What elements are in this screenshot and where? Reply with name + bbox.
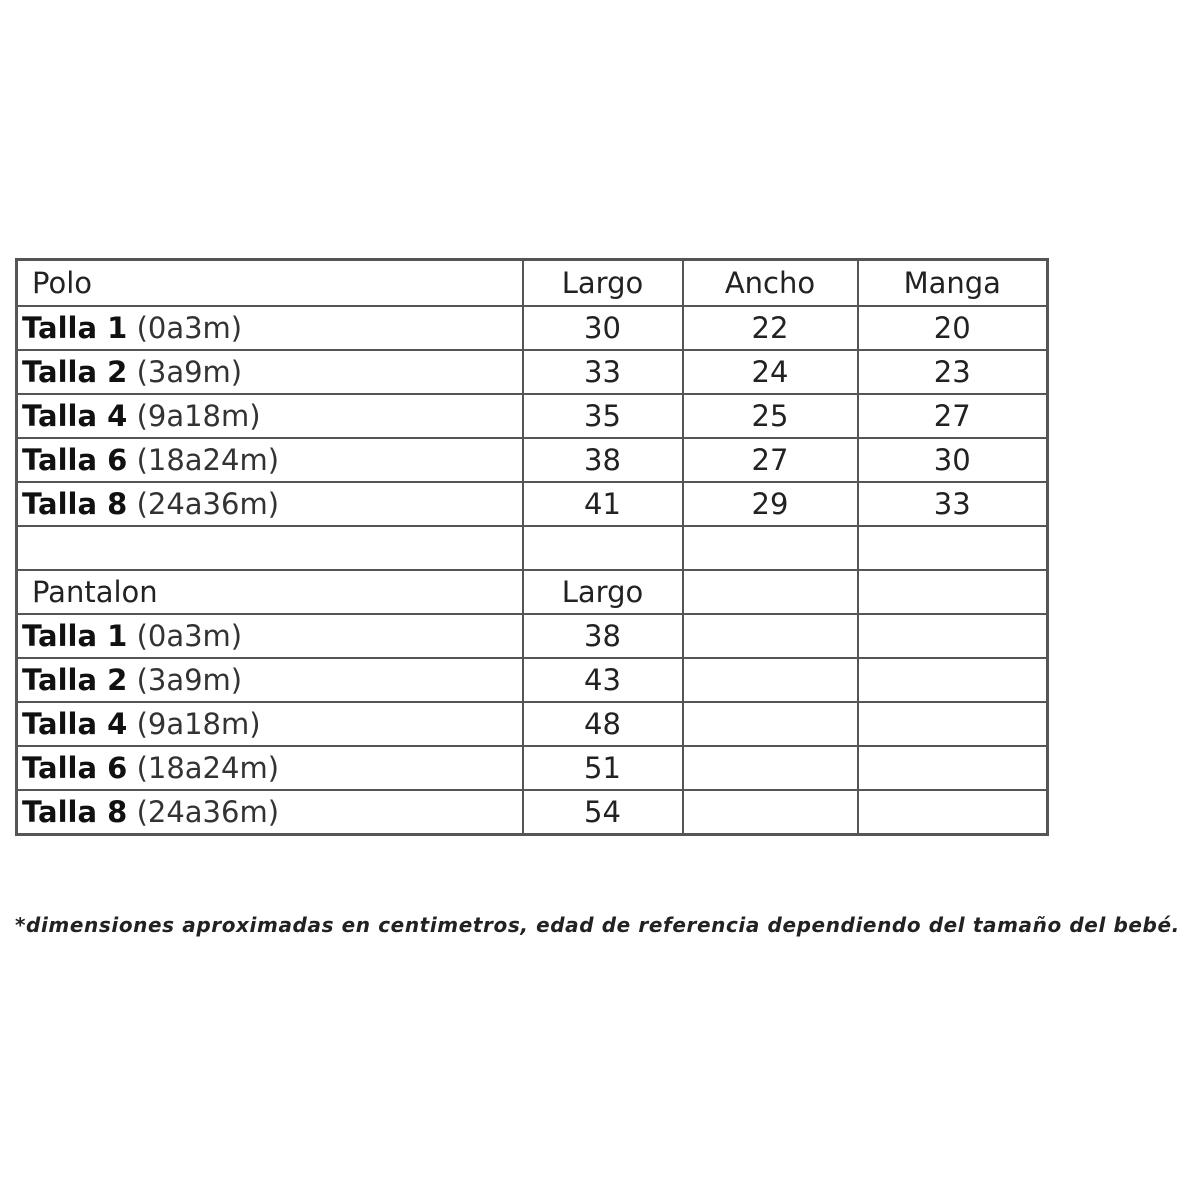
value-cell xyxy=(856,657,1049,703)
column-header: Manga xyxy=(856,258,1049,307)
value-cell xyxy=(856,789,1049,836)
size-name: Talla 2 xyxy=(22,663,128,697)
value-cell: 33 xyxy=(856,481,1049,527)
size-label: Talla 1 (0a3m) xyxy=(15,613,524,659)
table-row: Talla 6 (18a24m) 51 xyxy=(15,745,1049,791)
age-range: (3a9m) xyxy=(136,663,243,697)
polo-title: Polo xyxy=(15,258,524,307)
table-row: Talla 8 (24a36m) 41 29 33 xyxy=(15,481,1049,527)
age-range: (9a18m) xyxy=(136,707,261,741)
age-range: (24a36m) xyxy=(136,795,280,829)
value-cell: 27 xyxy=(681,437,859,483)
age-range: (0a3m) xyxy=(136,311,243,345)
size-name: Talla 2 xyxy=(22,355,128,389)
size-label: Talla 8 (24a36m) xyxy=(15,481,524,527)
footnote: *dimensiones aproximadas en centimetros,… xyxy=(15,913,1180,937)
size-label: Talla 6 (18a24m) xyxy=(15,745,524,791)
value-cell xyxy=(681,789,859,836)
age-range: (3a9m) xyxy=(136,355,243,389)
empty-cell xyxy=(521,525,684,571)
value-cell: 23 xyxy=(856,349,1049,395)
size-label: Talla 4 (9a18m) xyxy=(15,701,524,747)
age-range: (24a36m) xyxy=(136,487,280,521)
column-header xyxy=(681,569,859,615)
size-name: Talla 1 xyxy=(22,311,128,345)
value-cell xyxy=(681,701,859,747)
value-cell: 35 xyxy=(521,393,684,439)
size-name: Talla 4 xyxy=(22,399,128,433)
size-label: Talla 2 (3a9m) xyxy=(15,349,524,395)
table-row: Talla 2 (3a9m) 33 24 23 xyxy=(15,349,1049,395)
table-row: Talla 1 (0a3m) 30 22 20 xyxy=(15,305,1049,351)
size-name: Talla 6 xyxy=(22,751,128,785)
size-label: Talla 1 (0a3m) xyxy=(15,305,524,351)
age-range: (18a24m) xyxy=(136,443,280,477)
value-cell: 24 xyxy=(681,349,859,395)
value-cell: 25 xyxy=(681,393,859,439)
value-cell: 41 xyxy=(521,481,684,527)
size-label: Talla 8 (24a36m) xyxy=(15,789,524,836)
size-name: Talla 6 xyxy=(22,443,128,477)
value-cell: 38 xyxy=(521,613,684,659)
size-name: Talla 4 xyxy=(22,707,128,741)
size-name: Talla 8 xyxy=(22,795,128,829)
empty-cell xyxy=(856,525,1049,571)
value-cell: 38 xyxy=(521,437,684,483)
size-name: Talla 1 xyxy=(22,619,128,653)
column-header: Largo xyxy=(521,569,684,615)
column-header: Largo xyxy=(521,258,684,307)
value-cell: 29 xyxy=(681,481,859,527)
table-row: Talla 6 (18a24m) 38 27 30 xyxy=(15,437,1049,483)
table-row: Talla 1 (0a3m) 38 xyxy=(15,613,1049,659)
value-cell: 27 xyxy=(856,393,1049,439)
value-cell: 20 xyxy=(856,305,1049,351)
column-header xyxy=(856,569,1049,615)
value-cell: 51 xyxy=(521,745,684,791)
table-row: Talla 2 (3a9m) 43 xyxy=(15,657,1049,703)
value-cell: 22 xyxy=(681,305,859,351)
size-label: Talla 2 (3a9m) xyxy=(15,657,524,703)
value-cell: 43 xyxy=(521,657,684,703)
pantalon-header-row: Pantalon Largo xyxy=(15,569,1049,615)
age-range: (18a24m) xyxy=(136,751,280,785)
age-range: (0a3m) xyxy=(136,619,243,653)
table-row: Talla 8 (24a36m) 54 xyxy=(15,789,1049,836)
table-row: Talla 4 (9a18m) 48 xyxy=(15,701,1049,747)
polo-header-row: Polo Largo Ancho Manga xyxy=(15,258,1049,307)
value-cell: 48 xyxy=(521,701,684,747)
size-label: Talla 6 (18a24m) xyxy=(15,437,524,483)
value-cell xyxy=(681,657,859,703)
age-range: (9a18m) xyxy=(136,399,261,433)
value-cell: 54 xyxy=(521,789,684,836)
value-cell xyxy=(856,701,1049,747)
spacer-row xyxy=(15,525,1049,571)
value-cell: 30 xyxy=(856,437,1049,483)
empty-cell xyxy=(681,525,859,571)
value-cell xyxy=(681,745,859,791)
column-header: Ancho xyxy=(681,258,859,307)
empty-cell xyxy=(15,525,524,571)
table-row: Talla 4 (9a18m) 35 25 27 xyxy=(15,393,1049,439)
size-label: Talla 4 (9a18m) xyxy=(15,393,524,439)
value-cell xyxy=(856,745,1049,791)
value-cell: 30 xyxy=(521,305,684,351)
pantalon-title: Pantalon xyxy=(15,569,524,615)
size-chart-table: Polo Largo Ancho Manga Talla 1 (0a3m) 30 22 20 T… xyxy=(15,258,1049,836)
value-cell xyxy=(856,613,1049,659)
value-cell: 33 xyxy=(521,349,684,395)
size-name: Talla 8 xyxy=(22,487,128,521)
value-cell xyxy=(681,613,859,659)
